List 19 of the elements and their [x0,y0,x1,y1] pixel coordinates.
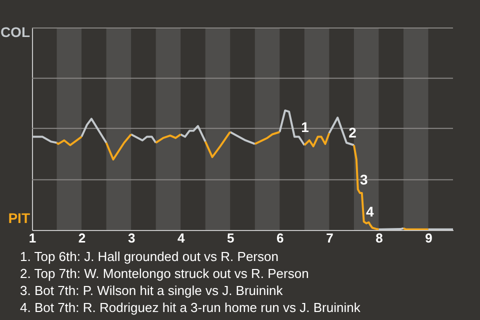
annotation: 4 [366,204,374,220]
text: 2. Top 7th: W. Montelongo struck out vs R. Person [20,266,309,281]
x-tick-label: 8 [376,230,383,246]
x-tick-label: 3 [128,230,136,246]
x-tick-label: 9 [425,230,432,246]
text: COL [0,24,30,40]
x-tick-label: 5 [227,230,234,246]
x-tick-label: 7 [326,230,334,246]
x-tick-label: 6 [276,230,284,246]
x-tick-label: 2 [78,230,86,246]
x-tick-label: 4 [177,230,186,246]
text: 3. Bot 7th: P. Wilson hit a single vs J. Bruinink [20,283,284,298]
x-tick-label: 1 [28,230,36,246]
text: 4. Bot 7th: R. Rodriguez hit a 3-run home run vs J. Bruinink [20,300,361,315]
annotation: 1 [301,118,310,135]
annotation: 2 [348,124,357,141]
annotation: 3 [360,171,368,188]
text: 1. Top 6th: J. Hall grounded out vs R. Person [20,249,278,264]
text: PIT [8,210,30,226]
